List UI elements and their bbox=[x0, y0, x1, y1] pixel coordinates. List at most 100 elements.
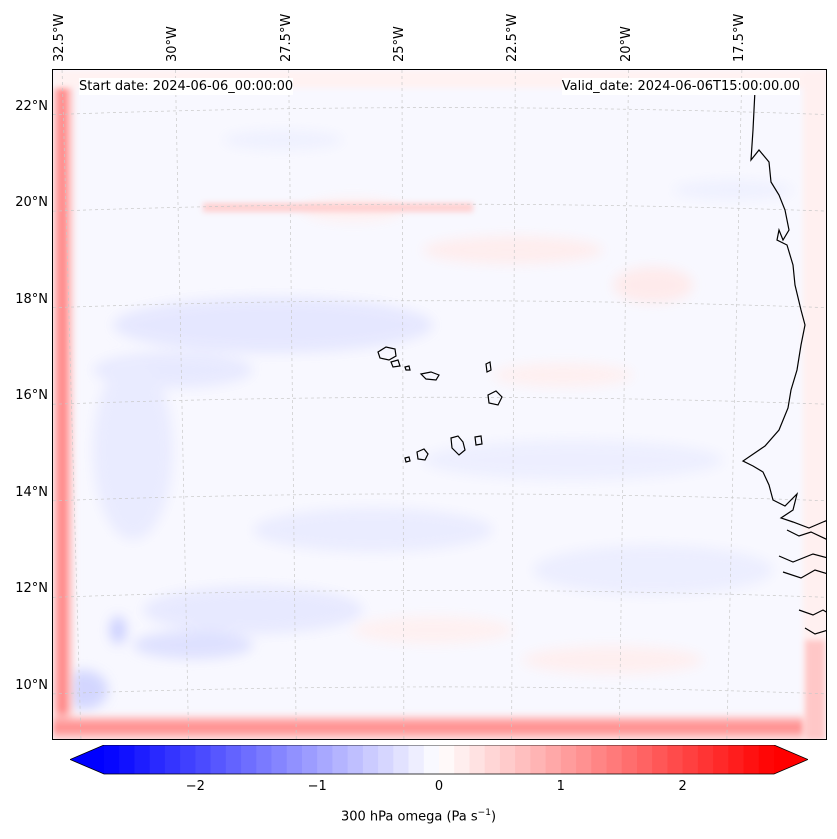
latitude-label: 20°N bbox=[15, 195, 48, 211]
colorbar-step bbox=[423, 745, 440, 774]
colorbar-step bbox=[408, 745, 425, 774]
longitude-gridline bbox=[61, 70, 82, 739]
colorbar-step bbox=[210, 745, 227, 774]
colorbar-step bbox=[758, 745, 775, 774]
start-date-label: Start date: 2024-06-06_00:00:00 bbox=[79, 78, 294, 95]
colorbar-step bbox=[515, 745, 531, 774]
colorbar-step bbox=[560, 745, 577, 774]
colorbar-label-exponent: −1 bbox=[477, 808, 491, 818]
longitude-label: 27.5°W bbox=[278, 13, 294, 62]
latitude-gridline bbox=[53, 686, 826, 695]
longitude-label: 30°W bbox=[165, 26, 181, 62]
latitude-label: 16°N bbox=[15, 388, 48, 404]
colorbar-step bbox=[530, 745, 547, 774]
colorbar-step bbox=[347, 745, 364, 774]
colorbar-step bbox=[652, 745, 669, 774]
latitude-label: 22°N bbox=[15, 98, 48, 114]
colorbar-step bbox=[134, 745, 151, 774]
latitude-label: 18°N bbox=[15, 291, 48, 307]
colorbar-step bbox=[393, 745, 410, 774]
colorbar-step bbox=[286, 745, 303, 774]
island-santo-antao bbox=[377, 346, 397, 361]
colorbar-step bbox=[636, 745, 653, 774]
island-santa-luzia bbox=[404, 365, 411, 371]
longitude-gridline bbox=[288, 70, 297, 739]
longitude-label: 22.5°W bbox=[505, 13, 521, 62]
longitude-gridline bbox=[511, 70, 516, 739]
colorbar-label-main: 300 hPa omega (Pa s bbox=[340, 809, 478, 825]
longitude-label: 25°W bbox=[391, 26, 407, 62]
longitude-gridline bbox=[175, 70, 189, 739]
colorbar-step bbox=[256, 745, 273, 774]
omega-anomaly-patches bbox=[58, 130, 793, 710]
colorbar-step bbox=[362, 745, 379, 774]
colorbar-step bbox=[104, 745, 120, 774]
colorbar-step bbox=[682, 745, 699, 774]
colorbar-tick-label: −1 bbox=[307, 779, 327, 794]
colorbar bbox=[68, 744, 810, 775]
colorbar-label-close: ) bbox=[490, 809, 497, 825]
colorbar-step bbox=[378, 745, 394, 774]
colorbar-step bbox=[621, 745, 638, 774]
colorbar-step bbox=[195, 745, 212, 774]
longitude-label: 20°W bbox=[618, 26, 634, 62]
map-gridlines bbox=[53, 70, 826, 739]
colorbar-step bbox=[301, 745, 318, 774]
colorbar-step bbox=[713, 745, 729, 774]
latitude-label: 14°N bbox=[15, 484, 48, 500]
island-sao-nicolau bbox=[419, 371, 440, 381]
west-africa-coastline bbox=[741, 89, 826, 529]
longitude-gridline bbox=[618, 70, 629, 739]
colorbar-step bbox=[469, 745, 486, 774]
island-boa-vista bbox=[487, 390, 503, 406]
island-fogo bbox=[416, 448, 429, 461]
colorbar-step bbox=[576, 745, 592, 774]
colorbar-tick-label: 1 bbox=[556, 779, 565, 794]
longitude-label: 32.5°W bbox=[52, 13, 68, 62]
longitude-gridline bbox=[401, 70, 405, 739]
island-santiago bbox=[450, 435, 466, 456]
colorbar-label: 300 hPa omega (Pa s−1) bbox=[0, 808, 837, 824]
latitude-label: 10°N bbox=[15, 677, 48, 693]
colorbar-step bbox=[667, 745, 684, 774]
colorbar-step bbox=[743, 745, 760, 774]
colorbar-tick-label: 2 bbox=[678, 779, 687, 794]
map-canvas bbox=[53, 70, 826, 739]
longitude-gridline bbox=[726, 70, 743, 739]
colorbar-extend-high bbox=[774, 745, 808, 774]
colorbar-step bbox=[484, 745, 501, 774]
island-sao-vicente bbox=[390, 359, 401, 368]
colorbar-step bbox=[164, 745, 181, 774]
colorbar-step bbox=[317, 745, 334, 774]
colorbar-step bbox=[180, 745, 196, 774]
valid-date-label: Valid_date: 2024-06-06T15:00:00.00 bbox=[561, 78, 800, 95]
colorbar-step bbox=[728, 745, 745, 774]
island-maio bbox=[474, 435, 483, 446]
colorbar-step bbox=[454, 745, 471, 774]
colorbar-step bbox=[119, 745, 136, 774]
colorbar-svg bbox=[68, 744, 810, 775]
island-sal bbox=[485, 361, 492, 373]
island-brava bbox=[404, 456, 411, 463]
coastline bbox=[741, 89, 826, 635]
latitude-gridline bbox=[53, 203, 826, 212]
longitude-label: 17.5°W bbox=[731, 13, 747, 62]
colorbar-step bbox=[241, 745, 257, 774]
latitude-gridline bbox=[53, 300, 826, 309]
colorbar-step bbox=[591, 745, 608, 774]
colorbar-step bbox=[225, 745, 242, 774]
colorbar-extend-low bbox=[70, 745, 104, 774]
colorbar-step bbox=[606, 745, 623, 774]
latitude-gridline bbox=[53, 107, 826, 115]
colorbar-step bbox=[332, 745, 349, 774]
colorbar-step bbox=[439, 745, 455, 774]
cape-verde-islands bbox=[377, 346, 503, 463]
colorbar-step bbox=[697, 745, 714, 774]
latitude-gridline bbox=[53, 493, 826, 502]
colorbar-step bbox=[271, 745, 288, 774]
latitude-gridline bbox=[53, 396, 826, 405]
colorbar-tick-label: 0 bbox=[434, 779, 444, 794]
colorbar-step bbox=[545, 745, 562, 774]
map-panel bbox=[52, 69, 827, 740]
colorbar-tick-label: −2 bbox=[185, 779, 205, 794]
